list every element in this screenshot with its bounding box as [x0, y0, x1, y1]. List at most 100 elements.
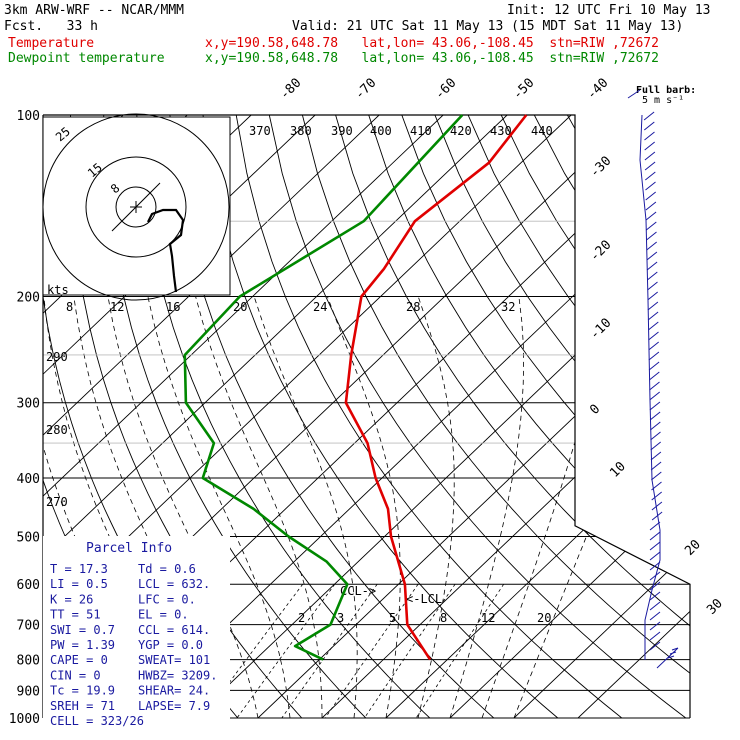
wind-barbs: Full barb: 5 m s⁻¹ [627, 85, 696, 669]
hodograph-ring-15 [85, 156, 187, 258]
barb-flag [646, 261, 658, 271]
barb-flag [644, 131, 655, 141]
parcel-row-left: K = 26 [50, 592, 93, 606]
isotherm-label: -50 [510, 76, 537, 103]
hodograph-trace [147, 208, 185, 293]
model-title: 3km ARW-WRF -- NCAR/MMM [4, 3, 185, 18]
isotherm-line [577, 115, 690, 718]
adiabat-label: 380 [290, 124, 312, 138]
parcel-row-right: HWBZ= 3209. [138, 668, 217, 682]
mixing-ratio-line [281, 583, 378, 718]
barb-flag [649, 631, 661, 641]
parcel-row-left: PW = 1.39 [50, 638, 115, 652]
parcel-row-right: Td = 0.6 [138, 562, 196, 576]
pressure-tick-label: 700 [17, 619, 40, 634]
barb-flag [649, 601, 661, 611]
isotherm-line [43, 115, 380, 718]
barb-flag [651, 501, 663, 511]
barb-flag [651, 491, 663, 501]
barb-flag [649, 641, 661, 651]
isotherm-line [43, 115, 508, 718]
theta-e-label: 12 [110, 300, 124, 314]
parcel-row-left: CAPE = 0 [50, 653, 108, 667]
dry-adiabat-line [533, 115, 690, 718]
barb-flag [649, 531, 661, 541]
barb-flag [649, 571, 661, 581]
barb-key-title: Full barb: [636, 85, 696, 96]
barb-flag [645, 211, 657, 221]
barb-flag [648, 351, 660, 361]
isotherm-line [513, 115, 690, 718]
parcel-row-left: SREH = 71 [50, 699, 115, 713]
lcl-label: <-LCL [406, 592, 442, 606]
moist-adiabat-line [481, 296, 610, 718]
adiabat-label: 430 [490, 124, 512, 138]
barb-flag [643, 121, 655, 131]
legend-dewpoint-info: x,y=190.58,648.78 lat,lon= 43.06,-108.45… [205, 51, 659, 66]
barb-flag [648, 371, 660, 381]
parcel-row-right: EL = 0. [138, 608, 189, 622]
ccl-label: CCL-> [340, 584, 376, 598]
parcel-info-title: Parcel Info [86, 541, 172, 556]
init-time: Init: 12 UTC Fri 10 May 13 [507, 3, 711, 18]
adiabat-label: 420 [450, 124, 472, 138]
mixing-ratio-line [236, 583, 336, 718]
surface-barb [656, 647, 679, 669]
barb-flag [649, 561, 661, 571]
barb-flag [649, 381, 660, 391]
mixing-ratio-label: 12 [481, 611, 495, 625]
barb-key-units: 5 m s⁻¹ [642, 95, 684, 106]
hodograph: 25 15 8 kts [42, 113, 231, 301]
parcel-row-left: SWI = 0.7 [50, 623, 115, 637]
mixing-ratio-label: 5 [389, 611, 396, 625]
mixing-ratio-label: 3 [337, 611, 344, 625]
theta-e-label: 32 [501, 300, 515, 314]
moist-adiabat-line [253, 296, 358, 718]
barb-flag [649, 421, 661, 431]
adiabat-label: 290 [46, 350, 68, 364]
series-layer [183, 114, 528, 661]
parcel-row-right: LCL = 632. [138, 577, 210, 591]
hodograph-ring-8 [115, 186, 157, 228]
barb-flag [651, 511, 663, 521]
barb-flag [647, 281, 658, 291]
barb-flag [650, 451, 662, 461]
theta-e-label: 20 [233, 300, 247, 314]
barb-flag [651, 481, 662, 491]
barb-flag [649, 401, 661, 411]
pressure-tick-label: 800 [17, 654, 40, 669]
dry-adiabat-line [500, 115, 690, 718]
isotherm-label: 30 [704, 596, 726, 618]
barb-flag [644, 151, 656, 161]
theta-e-label: 8 [66, 300, 73, 314]
barb-flag [645, 201, 657, 211]
barb-flag [646, 271, 658, 281]
isotherm-line [193, 115, 690, 718]
pressure-axis: 100 200 300 400 500 600 700 800 900 1000 [9, 109, 40, 727]
barb-flag [649, 391, 661, 401]
barb-flag [647, 301, 659, 311]
isotherm-line [257, 115, 690, 718]
barb-flag [647, 321, 659, 331]
pressure-tick-label: 400 [17, 472, 40, 487]
moist-adiabat-line [107, 296, 259, 718]
valid-time: Valid: 21 UTC Sat 11 May 13 (15 MDT Sat … [292, 19, 684, 34]
adiabat-labels: 370 380 390 400 410 420 430 440 290 280 … [46, 124, 553, 509]
barb-flag [644, 141, 656, 151]
adiabat-label: 440 [531, 124, 553, 138]
barb-flag [650, 431, 661, 441]
dry-adiabat-line [335, 115, 690, 718]
isotherm-label: 10 [607, 459, 629, 481]
barb-flag [644, 171, 656, 181]
barb-flag [648, 341, 660, 351]
barb-flag [645, 191, 657, 201]
parcel-row-right: SWEAT= 101 [138, 653, 210, 667]
barb-flag [649, 591, 661, 601]
parcel-row-left: CIN = 0 [50, 668, 101, 682]
barb-flag [646, 241, 658, 251]
forecast-hour: Fcst. 33 h [4, 19, 98, 34]
adiabat-label: 370 [249, 124, 271, 138]
barb-flag [649, 621, 661, 631]
isotherm-line [385, 115, 690, 718]
